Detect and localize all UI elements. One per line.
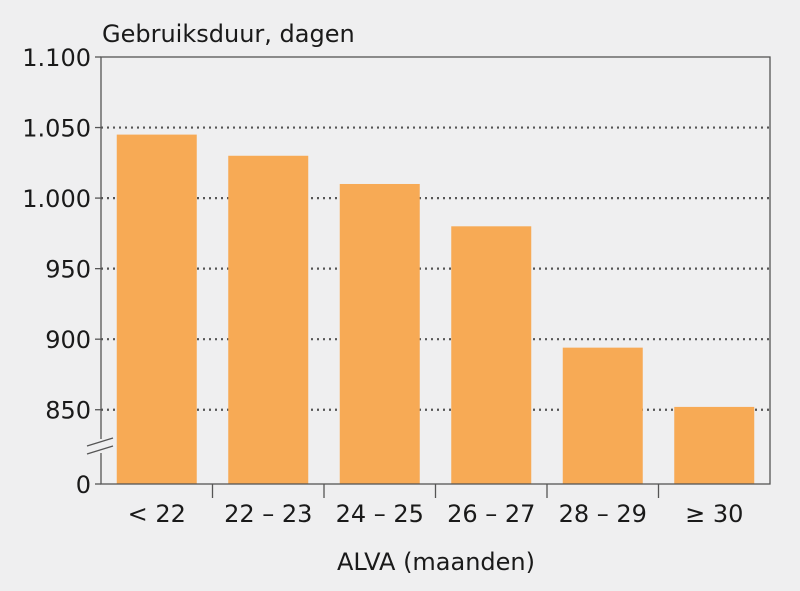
x-tick-label: 24 – 25 bbox=[336, 500, 424, 528]
x-tick-label: 22 – 23 bbox=[224, 500, 312, 528]
bar bbox=[562, 347, 643, 484]
y-axis-title: Gebruiksduur, dagen bbox=[102, 20, 355, 48]
x-tick-label: 26 – 27 bbox=[447, 500, 535, 528]
plot-frame bbox=[100, 56, 771, 485]
y-tick-label: 850 bbox=[45, 397, 91, 425]
bar bbox=[451, 226, 532, 485]
y-tick-label: 950 bbox=[45, 256, 91, 284]
y-tick-label: 1.100 bbox=[22, 44, 91, 72]
x-axis-title: ALVA (maanden) bbox=[337, 548, 535, 576]
bar bbox=[674, 406, 755, 484]
axis-break-mark bbox=[86, 437, 114, 455]
grid-lines bbox=[101, 126, 770, 411]
y-tick-label: 0 bbox=[76, 471, 91, 499]
axis-break-line bbox=[86, 445, 114, 455]
bar bbox=[339, 183, 420, 484]
axis-break-gap bbox=[89, 439, 113, 453]
bar bbox=[116, 134, 197, 484]
x-tick-label: 28 – 29 bbox=[559, 500, 647, 528]
axis-break-line bbox=[86, 437, 114, 447]
x-tick-label: < 22 bbox=[128, 500, 186, 528]
y-tick-label: 900 bbox=[45, 326, 91, 354]
y-axis-ticks: 0 850 900 950 1.000 1.050 1.100 bbox=[22, 44, 101, 499]
x-tick-label: ≥ 30 bbox=[685, 500, 743, 528]
y-tick-label: 1.050 bbox=[22, 115, 91, 143]
y-tick-label: 1.000 bbox=[22, 185, 91, 213]
bar-series bbox=[116, 134, 755, 485]
x-axis-labels: < 22 22 – 23 24 – 25 26 – 27 28 – 29 ≥ 30 bbox=[128, 484, 743, 528]
bar bbox=[228, 155, 309, 484]
